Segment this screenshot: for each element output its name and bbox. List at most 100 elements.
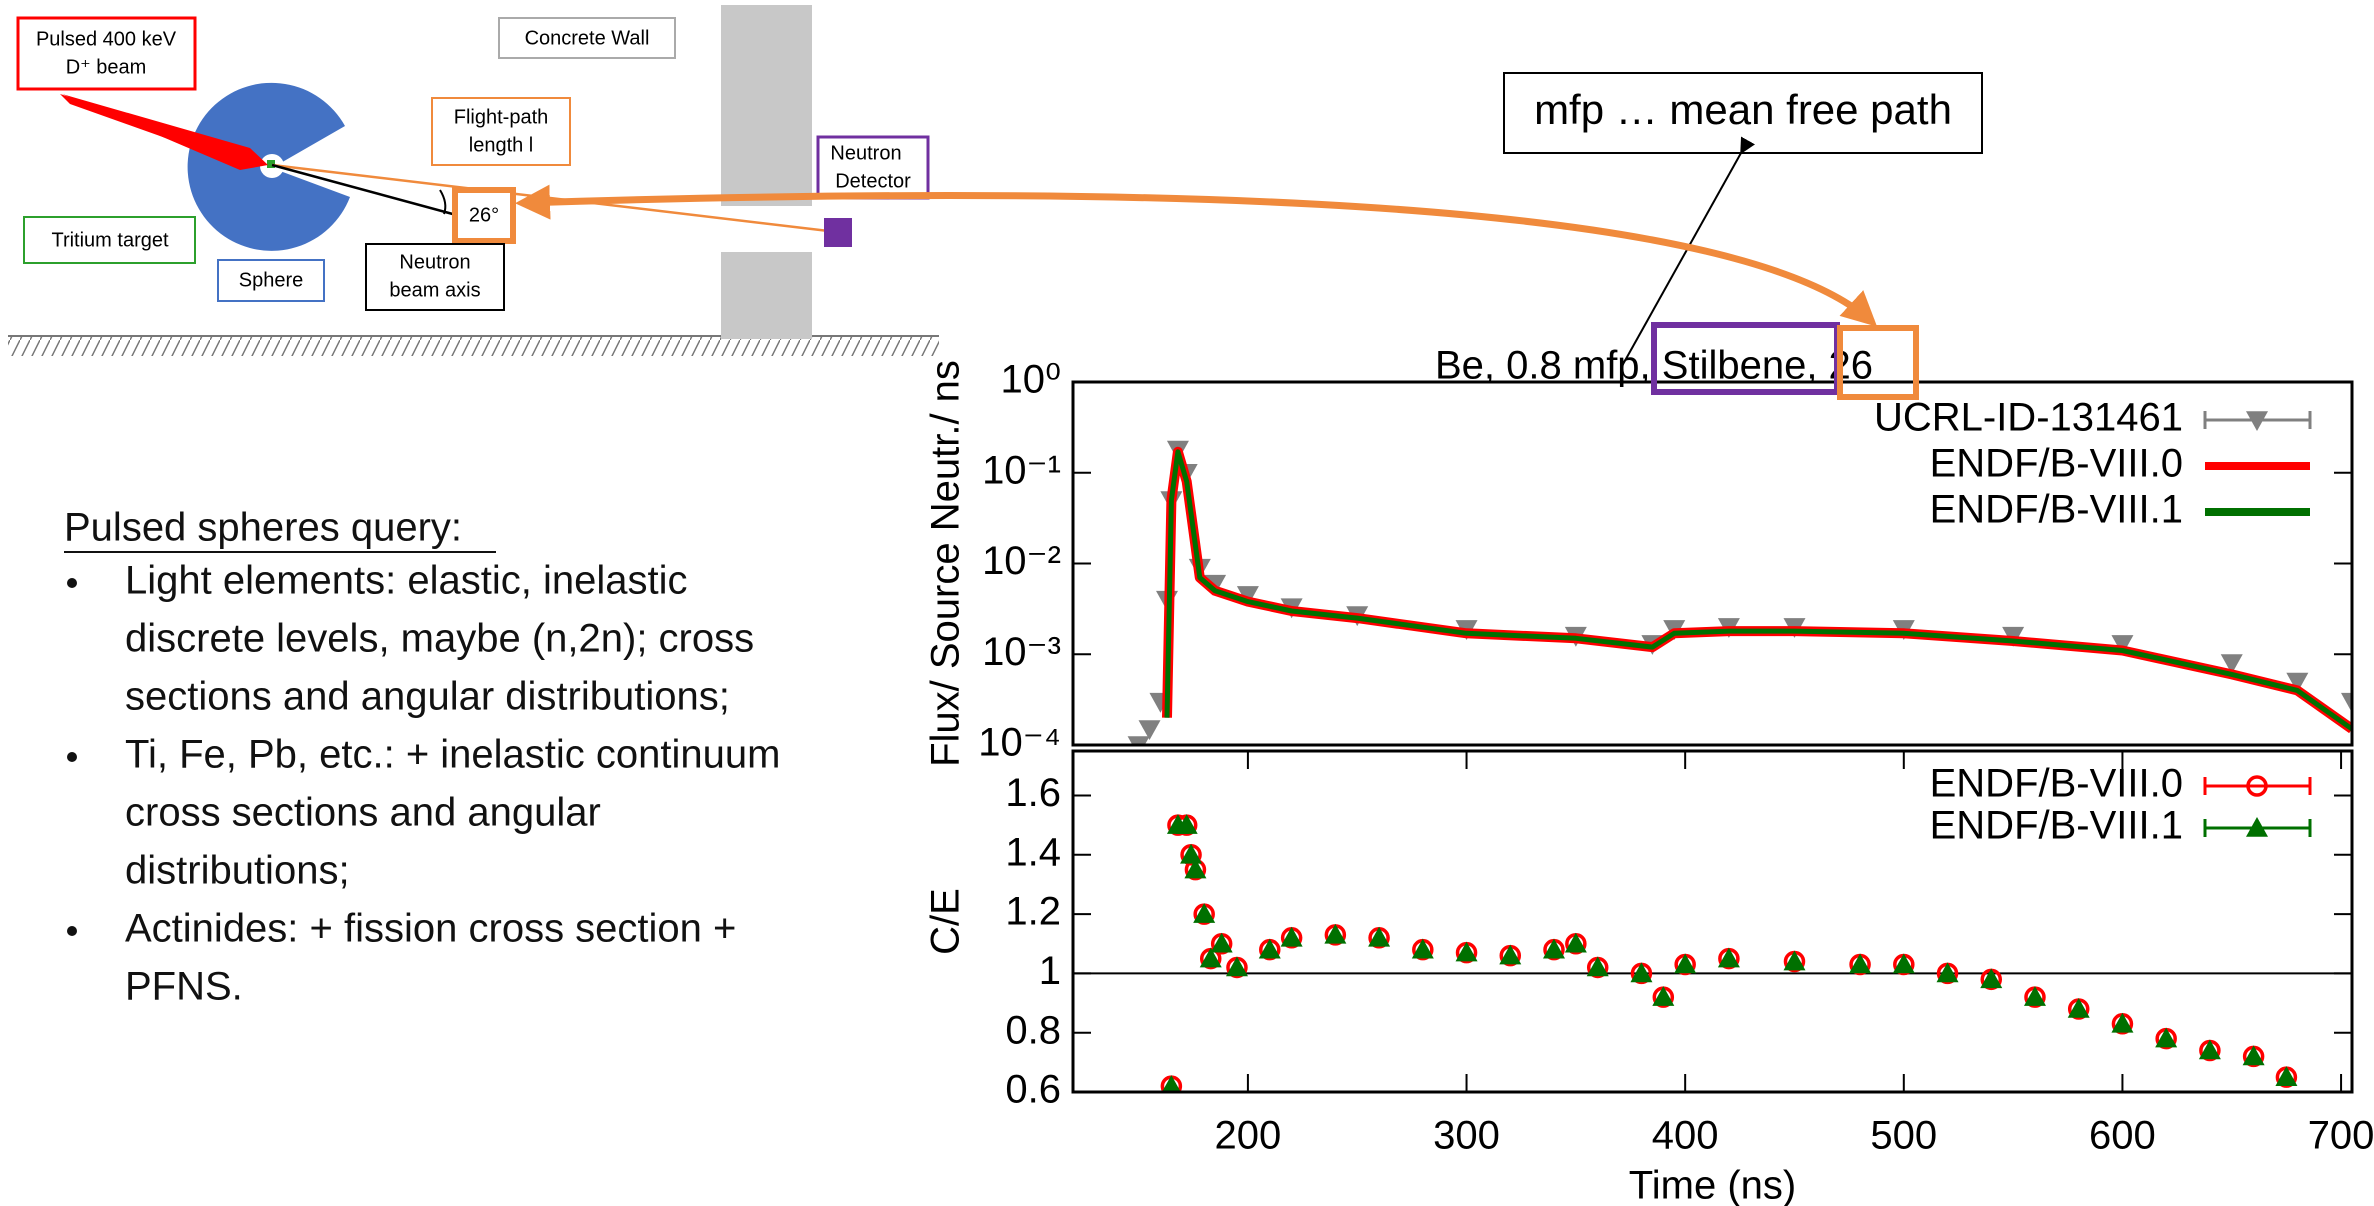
bullet-text: Actinides: + fission cross section + xyxy=(125,907,736,951)
bullet-text: PFNS. xyxy=(125,965,243,1009)
angle-label: 26° xyxy=(469,204,499,226)
bullet-text: cross sections and angular xyxy=(125,791,601,835)
highlight-box xyxy=(1837,325,1919,400)
bullet-list: Pulsed spheres query: Light elements: el… xyxy=(64,506,780,1009)
callout-text: mfp … mean free path xyxy=(1534,86,1952,133)
diagram: Pulsed 400 keV D⁺ beam Concrete Wall Fli… xyxy=(8,5,939,356)
marker xyxy=(1138,720,1161,741)
heading: Pulsed spheres query: xyxy=(64,506,462,550)
x-tick-label: 500 xyxy=(1870,1114,1937,1158)
series-line xyxy=(1164,449,2352,732)
bullet-text: sections and angular distributions; xyxy=(125,675,730,719)
target-box xyxy=(23,216,196,264)
bullet-text: Light elements: elastic, inelastic xyxy=(125,559,688,603)
angle-arc xyxy=(439,189,447,215)
marker xyxy=(2275,1066,2298,1086)
y-tick-label: 10⁻² xyxy=(982,539,1061,583)
detector-label: Detector xyxy=(835,170,911,192)
marker xyxy=(1258,938,1281,959)
y-tick-label: 0.8 xyxy=(1005,1008,1061,1052)
x-tick-label: 600 xyxy=(2089,1114,2156,1158)
flight-path-label: length l xyxy=(469,134,534,156)
beam-box xyxy=(16,16,197,91)
bullet-text: Ti, Fe, Pb, etc.: + inelastic continuum xyxy=(125,733,780,777)
y-tick-label: 1.2 xyxy=(1005,890,1061,934)
callout-arrow xyxy=(1621,136,1756,367)
bullet-dot xyxy=(67,578,77,588)
marker xyxy=(1225,956,1248,977)
marker xyxy=(1980,968,2003,989)
marker xyxy=(1630,962,1653,983)
marker xyxy=(1199,947,1222,968)
bullet-text: discrete levels, maybe (n,2n); cross xyxy=(125,617,754,661)
x-tick-label: 700 xyxy=(2308,1114,2374,1158)
axis-label: beam axis xyxy=(389,279,480,301)
sphere-label: Sphere xyxy=(239,269,304,291)
beam-label: D⁺ beam xyxy=(66,56,147,78)
marker xyxy=(1586,956,1609,977)
marker xyxy=(2242,1045,2265,1066)
beam-label: Pulsed 400 keV xyxy=(36,28,177,50)
marker xyxy=(1849,953,1872,974)
marker xyxy=(1180,843,1203,864)
marker xyxy=(2067,997,2090,1018)
marker xyxy=(2155,1027,2178,1048)
bullet-dot xyxy=(67,752,77,762)
marker xyxy=(1127,736,1150,745)
plot-area xyxy=(1160,814,2298,1092)
y-tick-label: 10⁻¹ xyxy=(982,448,1061,492)
plot-frame xyxy=(1071,380,2354,747)
legend-label: ENDF/B-VIII.1 xyxy=(1930,488,2183,532)
link-arrow xyxy=(515,184,1878,327)
marker xyxy=(1193,903,1216,923)
detector xyxy=(824,218,852,247)
marker xyxy=(2220,654,2243,675)
chart-panel: 0.6 0.8 1 1.2 1.4 1.6 200 300 400 500 600 700 C/E Tim… xyxy=(924,749,2374,1206)
marker xyxy=(1280,926,1303,947)
plot-frame xyxy=(1071,749,2354,1094)
marker xyxy=(1936,962,1959,983)
marker xyxy=(1499,944,1522,965)
marker xyxy=(2341,692,2352,713)
wall xyxy=(721,5,812,206)
beam-arrow-head xyxy=(62,94,268,170)
target xyxy=(267,160,275,168)
legend-label: ENDF/B-VIII.1 xyxy=(1930,804,2183,848)
x-tick-label: 400 xyxy=(1652,1114,1719,1158)
charts: 10⁻⁴ 10⁻³ 10⁻² 10⁻¹ 10⁰ Flux/ Source Neutr./ … xyxy=(924,358,2374,1206)
legend-symbol xyxy=(2246,817,2268,837)
legend-symbol xyxy=(2246,775,2268,797)
flight-path-label: Flight-path xyxy=(454,106,549,128)
y-tick-label: 10⁻³ xyxy=(982,630,1061,674)
beam-axis xyxy=(271,163,461,218)
marker xyxy=(2111,1012,2134,1033)
legend-label: UCRL-ID-131461 xyxy=(1874,396,2183,440)
x-axis-label: Time (ns) xyxy=(1629,1164,1796,1206)
detector-label: Neutron xyxy=(830,142,901,164)
ground xyxy=(8,336,939,356)
y-axis-label: Flux/ Source Neutr./ ns xyxy=(924,360,968,767)
chart-panel: 10⁻⁴ 10⁻³ 10⁻² 10⁻¹ 10⁰ Flux/ Source Neutr./ … xyxy=(924,358,2354,767)
y-tick-label: 1.6 xyxy=(1005,771,1061,815)
x-tick-label: 300 xyxy=(1433,1114,1500,1158)
marker xyxy=(1161,1075,1181,1092)
marker xyxy=(1368,926,1391,947)
legend-label: ENDF/B-VIII.0 xyxy=(1930,762,2183,806)
marker xyxy=(1717,947,1740,968)
sphere-box xyxy=(217,259,325,302)
marker xyxy=(1674,953,1697,974)
marker xyxy=(1542,938,1565,959)
axis-label: Neutron xyxy=(399,251,470,273)
marker xyxy=(1175,814,1198,834)
marker xyxy=(1455,941,1478,962)
bullet-text: distributions; xyxy=(125,849,350,893)
wall-label: Concrete Wall xyxy=(525,27,650,49)
marker xyxy=(1892,953,1915,974)
y-tick-label: 1.4 xyxy=(1005,830,1061,874)
marker xyxy=(1652,986,1675,1006)
marker xyxy=(2286,672,2309,693)
y-tick-label: 10⁻⁴ xyxy=(978,721,1061,765)
wall-box xyxy=(498,17,676,59)
marker xyxy=(2023,986,2046,1006)
